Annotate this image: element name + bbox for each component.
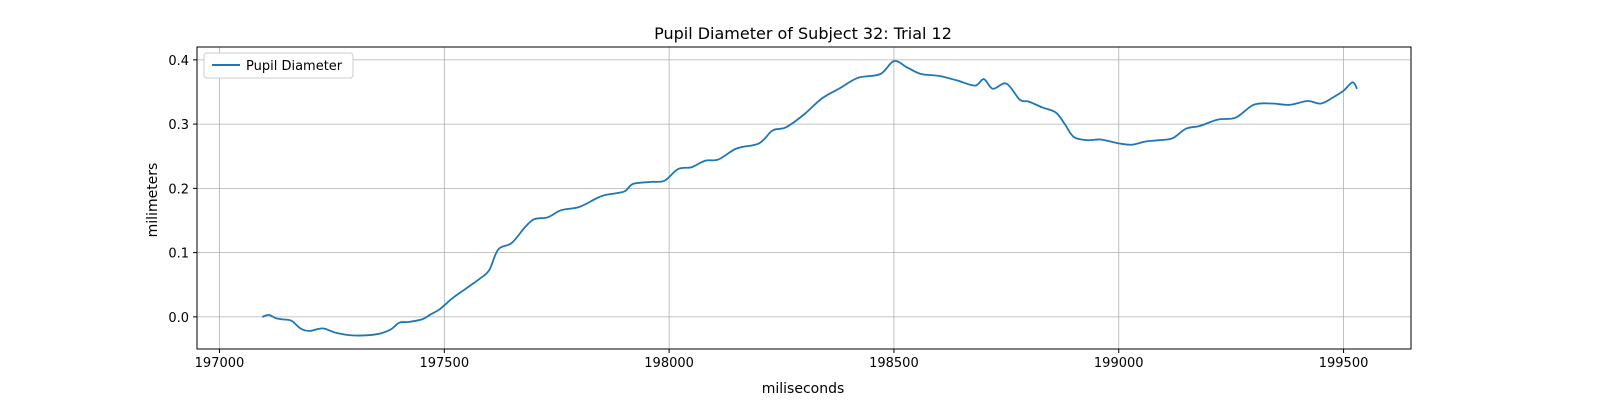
series-layer: [261, 60, 1358, 337]
x-axis-label: miliseconds: [762, 381, 845, 397]
y-tick-label: 0.3: [168, 118, 189, 133]
y-tick-label: 0.0: [168, 311, 189, 326]
grid-lines: [197, 47, 1411, 349]
x-tick-label: 198500: [869, 356, 919, 371]
legend-label: Pupil Diameter: [246, 59, 343, 74]
legend-box: [203, 52, 354, 79]
x-tick-label: 198000: [644, 356, 694, 371]
x-tick-label: 199500: [1319, 356, 1369, 371]
y-tick-label: 0.1: [168, 247, 189, 262]
x-tick-label: 197000: [195, 356, 245, 371]
x-tick-label: 197500: [419, 356, 469, 371]
axis-ticks: 197000 197500 198000 198500 199000 199500 0.0 0…: [168, 54, 1368, 371]
series-line-pupil-diameter: [261, 60, 1358, 337]
x-tick-label: 199000: [1094, 356, 1144, 371]
legend: Pupil Diameter: [203, 52, 354, 79]
chart-title: Pupil Diameter of Subject 32: Trial 12: [654, 24, 952, 43]
y-tick-label: 0.4: [168, 54, 189, 69]
y-axis-label: milimeters: [145, 163, 161, 238]
y-tick-label: 0.2: [168, 182, 189, 197]
plot-frame: [196, 46, 1412, 350]
